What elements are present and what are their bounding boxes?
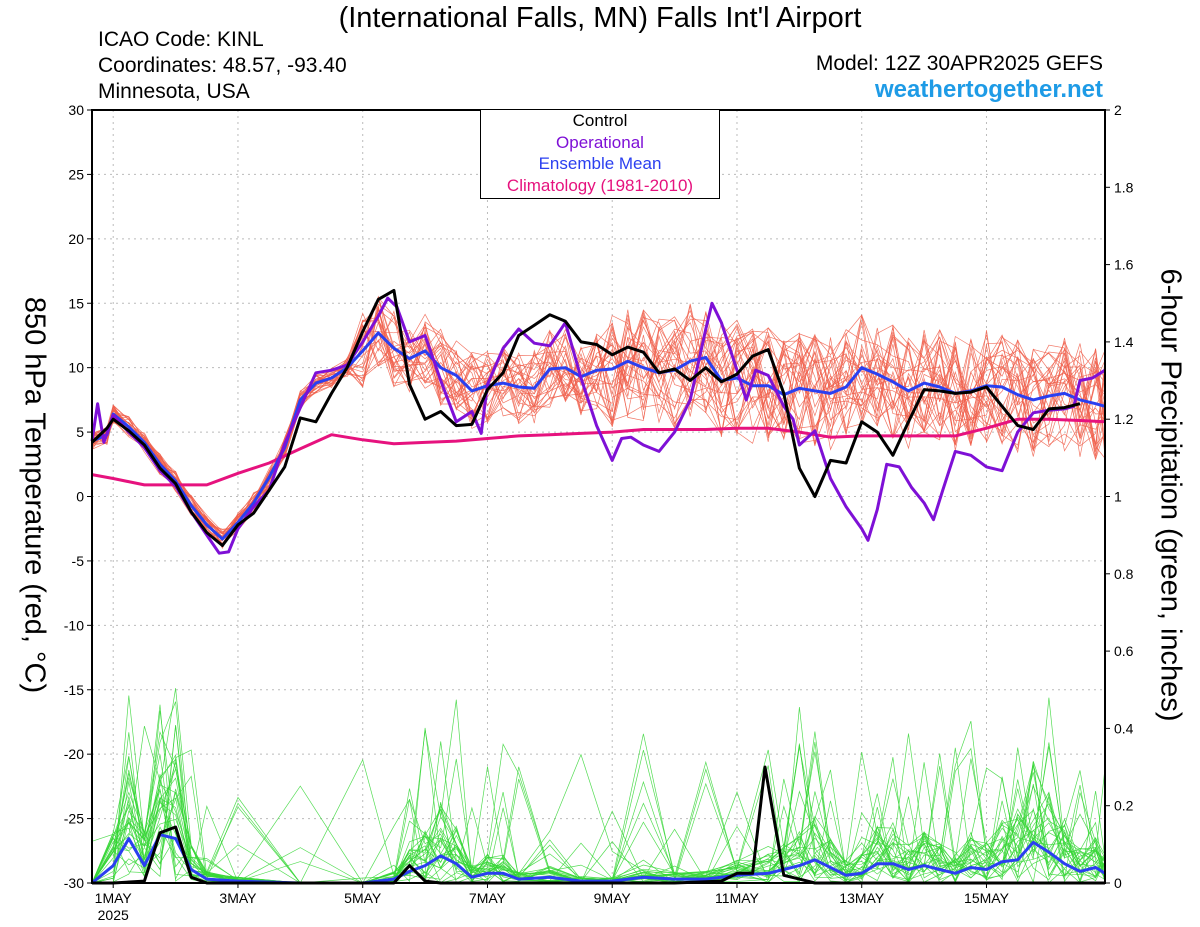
y-tick-label: 0 (76, 489, 84, 505)
precipitation-members (91, 688, 1106, 884)
precip-member-line (91, 701, 1106, 884)
temp-member-line (91, 310, 1106, 535)
temp-member-line (91, 295, 1106, 544)
legend: Control Operational Ensemble Mean Climat… (480, 109, 720, 199)
temp-member-line (91, 303, 1106, 539)
y2-tick-label: 0.2 (1114, 798, 1134, 814)
y-tick-label: -30 (64, 875, 84, 891)
precip-member-line (91, 704, 1106, 884)
x-tick-label: 9MAY (594, 890, 632, 906)
y2-tick-label: 0.6 (1114, 643, 1134, 659)
y-tick-label: 30 (68, 102, 84, 118)
axis-ticks: 302520151050-5-10-15-20-25-3021.81.61.41… (64, 102, 1134, 923)
y-tick-label: 25 (68, 166, 84, 182)
y2-tick-label: 0.8 (1114, 566, 1134, 582)
y2-tick-label: 1.8 (1114, 179, 1134, 195)
precip-member-line (91, 710, 1106, 884)
y-tick-label: 10 (68, 360, 84, 376)
temp-member-line (91, 303, 1106, 540)
x-tick-label: 3MAY (219, 890, 257, 906)
precip-member-line (91, 775, 1106, 884)
site-link[interactable]: weathertogether.net (874, 76, 1103, 103)
temperature-members (91, 295, 1106, 549)
y-tick-label: -5 (72, 553, 85, 569)
state-label: Minnesota, USA (98, 80, 250, 103)
precip-member-line (91, 730, 1106, 884)
precip-member-line (91, 755, 1106, 884)
temp-member-line (91, 305, 1106, 535)
temp-series-control (90, 288, 1081, 547)
chart-title: (International Falls, MN) Falls Int'l Ai… (338, 2, 862, 34)
y-axis-label-left: 850 hPa Temperature (red, °C) (18, 296, 51, 694)
y-tick-label: 20 (68, 231, 84, 247)
y-tick-label: 15 (68, 295, 84, 311)
y-tick-label: -20 (64, 746, 84, 762)
model-run: Model: 12Z 30APR2025 GEFS (815, 52, 1103, 75)
y2-tick-label: 0.4 (1114, 720, 1134, 736)
precip-member-line (91, 706, 1106, 884)
precip-member-line (91, 727, 1106, 884)
temp-member-line (91, 318, 1106, 538)
coordinates: Coordinates: 48.57, -93.40 (98, 54, 347, 77)
x-tick-label: 1MAY (95, 890, 133, 906)
temp-member-line (91, 308, 1106, 537)
icao-code: ICAO Code: KINL (98, 28, 264, 51)
legend-climatology: Climatology (1981-2010) (506, 175, 694, 195)
x-tick-year: 2025 (98, 907, 129, 923)
y-tick-label: -10 (64, 617, 84, 633)
x-tick-label: 15MAY (964, 890, 1010, 906)
legend-ensemble-mean: Ensemble Mean (538, 154, 662, 173)
temp-member-line (91, 309, 1106, 535)
x-tick-label: 5MAY (344, 890, 382, 906)
y-tick-label: -25 (64, 811, 84, 827)
temp-series-ensemble-mean (91, 331, 1106, 541)
y-axis-label-right: 6-hour Precipitation (green, inches) (1154, 268, 1187, 722)
y2-tick-label: 1.6 (1114, 257, 1134, 273)
temp-series-operational (90, 296, 1106, 555)
y2-tick-label: 1.2 (1114, 411, 1134, 427)
y2-tick-label: 1.4 (1114, 334, 1134, 350)
x-tick-label: 7MAY (469, 890, 507, 906)
y2-tick-label: 2 (1114, 102, 1122, 118)
temp-series-climatology-1981-2010 (91, 417, 1106, 487)
y-tick-label: -15 (64, 682, 84, 698)
temp-member-line (91, 306, 1106, 546)
y-tick-label: 5 (76, 424, 84, 440)
temp-member-line (91, 295, 1106, 535)
temp-member-line (91, 309, 1106, 531)
y2-tick-label: 1 (1114, 489, 1122, 505)
precip-series-ensemble-mean (91, 833, 1106, 885)
x-tick-label: 13MAY (839, 890, 885, 906)
grid-lines (92, 110, 1105, 883)
legend-operational: Operational (556, 132, 644, 152)
x-tick-label: 11MAY (715, 890, 759, 906)
y2-tick-label: 0 (1114, 875, 1122, 891)
legend-control: Control (572, 111, 628, 130)
precip-member-line (91, 744, 1106, 884)
